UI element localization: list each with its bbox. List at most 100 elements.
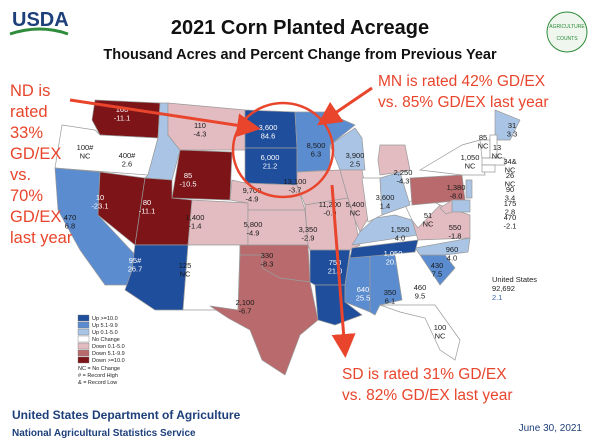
legend-swatch [77,342,90,350]
state-change: -10.5 [179,180,196,189]
state-change: NC [492,152,503,161]
footer-date: June 30, 2021 [519,423,583,434]
seal-text: AGRICULTURE [549,24,585,30]
footer-agency: United States Department of Agriculture [12,408,241,422]
state-amount: 3,900 [346,151,365,160]
state-change: -1.8 [449,232,462,241]
arrow [317,86,373,126]
state-amount: 34& [503,157,516,166]
state-change: -1.4 [189,222,202,231]
state-change: NC [180,270,191,279]
legend-swatch [77,356,90,364]
state-amount: 430 [431,261,444,270]
state-change: 20.7 [386,258,401,267]
state-change: -8.0 [450,192,463,201]
annotation-nd: rated [10,103,48,121]
annotation-sd: vs. 82% GD/EX last year [342,387,513,404]
state-change: 4.0 [447,254,457,263]
legend-swatch [77,321,90,329]
seal [546,11,588,53]
state-amount: 11,200 [319,200,341,209]
state-amount: 5,800 [244,220,263,229]
state-change: 21.0 [328,267,343,276]
state-amount: 100# [77,143,95,152]
state-change: 84.6 [261,132,276,141]
annotation-sd: SD is rated 31% GD/EX [342,366,507,383]
state [167,102,246,151]
state-amount: 960 [446,245,459,254]
state-amount: 3,350 [299,225,318,234]
state-change: -2.9 [302,234,315,243]
state [171,149,233,201]
state-amount: 470 [504,213,517,222]
state-change: 26.7 [128,265,143,274]
state-amount: 330 [261,251,274,260]
state [329,127,366,171]
legend-label: Down 0.1-5.0 [92,344,125,350]
legend-note: & = Record Low [78,380,117,386]
state-change: 2.6 [122,160,132,169]
state-amount: 125 [179,261,192,270]
state-amount: 85 [479,133,487,142]
state-amount: 8,500 [307,141,326,150]
state [124,244,189,311]
seal-text: COUNTS [556,36,578,42]
state-amount: 6,000 [261,153,280,162]
state-amount: 31 [508,121,516,130]
state-amount: 110 [194,121,206,130]
highlight-circle [231,101,335,199]
annotation-nd: GD/EX [10,145,61,163]
title: 2021 Corn Planted Acreage [171,17,429,39]
state-amount: 100 [434,323,447,332]
state [414,237,471,256]
state-change: -4.3 [397,177,410,186]
legend-note: NC = No Change [78,366,120,372]
arrow [330,184,356,358]
annotations: ND is rated 33% GD/EX vs. 70% GD/EX last year MN… [10,73,549,404]
state-amount: 750 [329,258,342,267]
state [465,179,473,199]
state-change: -11.1 [139,207,156,216]
state-change: NC [465,162,476,171]
state-change: -4.9 [246,195,259,204]
state-amount: 160 [116,105,129,114]
legend-label: Down >=10.0 [92,358,125,364]
state-amount: 2,100 [236,298,255,307]
state-amount: 95# [129,256,142,265]
state [182,244,241,311]
state-amount: 3,600 [259,123,278,132]
national-amount: 92,692 [492,284,515,293]
labels-layer: 160-11.1100#NC4706.810-23.1400#2.6110-4.… [64,105,517,341]
state-change: NC [423,220,434,229]
state-amount: 9,700 [243,186,262,195]
state [349,239,419,259]
state [481,157,506,166]
state-amount: 1,400 [186,213,205,222]
state-change: 4.0 [395,234,405,243]
state-change: 7.5 [432,270,442,279]
state-amount: 26 [506,171,514,180]
state [481,164,496,173]
state-amount: 3,600 [376,193,395,202]
state-amount: 550 [449,223,462,232]
state-change: -11.1 [114,114,131,123]
state-amount: 1,380 [447,183,466,192]
annotation-nd: last year [10,229,73,247]
logo-swoosh [9,27,69,36]
legend-note: # = Record High [78,373,118,379]
state-amount: 400# [119,151,137,160]
annotation-nd: vs. [10,166,31,184]
annotation-mn: MN is rated 42% GD/EX [378,73,546,90]
state-amount: 51 [424,211,432,220]
state-change: -3.7 [289,186,302,195]
states-layer [54,99,521,376]
legend-label: Up 0.1-5.0 [92,330,118,336]
state-amount: 10 [96,193,104,202]
annotation-nd: GD/EX [10,208,61,226]
annotation-nd: 70% [10,187,43,205]
state-change: NC [350,209,361,218]
subtitle: Thousand Acres and Percent Change from P… [103,47,497,63]
arrow [69,98,261,138]
state-change: 9.5 [415,292,425,301]
annotation-nd: 33% [10,124,43,142]
